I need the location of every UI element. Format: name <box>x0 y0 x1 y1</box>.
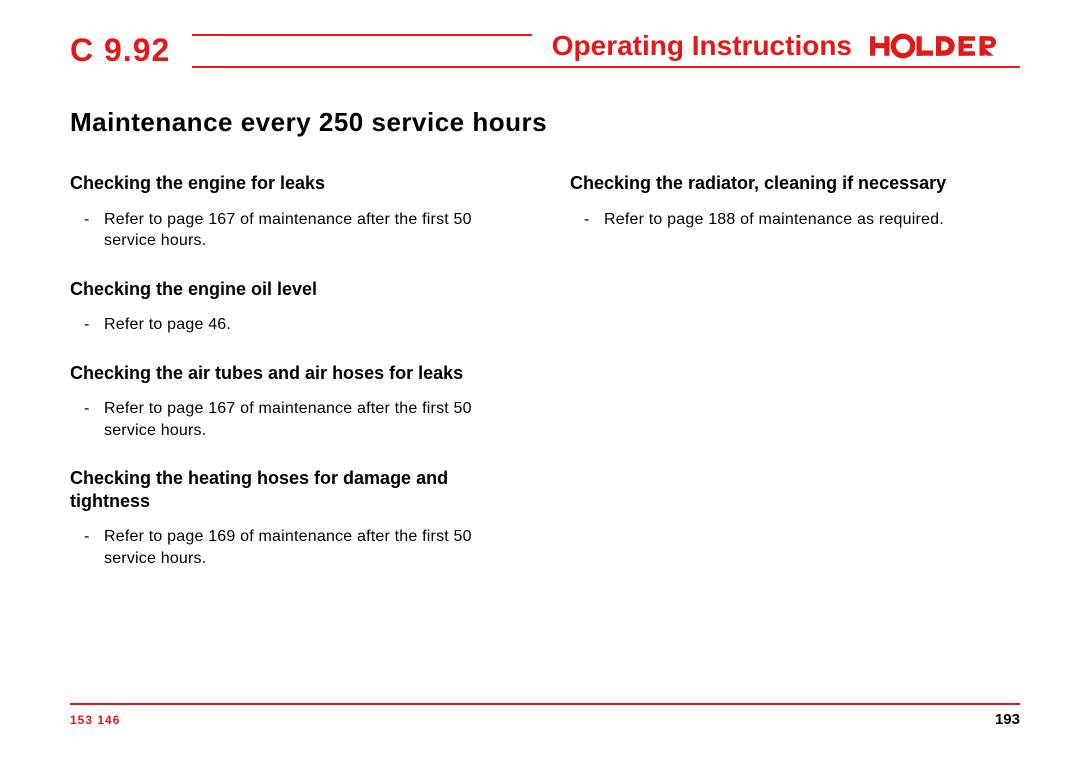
content-section: Checking the radiator, cleaning if neces… <box>570 172 1020 230</box>
document-number: 153 146 <box>70 713 120 727</box>
list-item-text: Refer to page 169 of maintenance after t… <box>104 526 520 569</box>
section-heading: Checking the radiator, cleaning if neces… <box>570 172 1020 195</box>
list-item-text: Refer to page 46. <box>104 314 520 336</box>
header-rule-bottom <box>192 66 1020 68</box>
document-title: Operating Instructions <box>552 30 852 62</box>
footer-row: 153 146 193 <box>70 711 1020 728</box>
list-item: -Refer to page 167 of maintenance after … <box>70 209 520 252</box>
bullet-dash-icon: - <box>84 398 104 441</box>
page-footer: 153 146 193 <box>70 703 1020 728</box>
bullet-dash-icon: - <box>84 314 104 336</box>
bullet-dash-icon: - <box>84 526 104 569</box>
bullet-dash-icon: - <box>584 209 604 231</box>
list-item-text: Refer to page 167 of maintenance after t… <box>104 398 520 441</box>
bullet-dash-icon: - <box>84 209 104 252</box>
left-column: Checking the engine for leaks-Refer to p… <box>70 172 520 596</box>
content-section: Checking the heating hoses for damage an… <box>70 467 520 569</box>
section-heading: Checking the engine oil level <box>70 278 520 301</box>
content-section: Checking the engine oil level -Refer to p… <box>70 278 520 336</box>
document-page: C 9.92 Operating Instructions <box>0 0 1080 762</box>
footer-rule <box>70 703 1020 705</box>
page-title: Maintenance every 250 service hours <box>70 107 1020 138</box>
section-heading: Checking the engine for leaks <box>70 172 520 195</box>
header-right: Operating Instructions <box>532 30 1020 62</box>
brand-logo <box>870 32 1020 60</box>
list-item: -Refer to page 169 of maintenance after … <box>70 526 520 569</box>
section-heading: Checking the heating hoses for damage an… <box>70 467 520 512</box>
page-number: 193 <box>995 711 1020 728</box>
page-header: C 9.92 Operating Instructions <box>70 32 1020 69</box>
content-columns: Checking the engine for leaks-Refer to p… <box>70 172 1020 596</box>
list-item: -Refer to page 167 of maintenance after … <box>70 398 520 441</box>
list-item: -Refer to page 46. <box>70 314 520 336</box>
model-number: C 9.92 <box>70 32 170 69</box>
list-item: -Refer to page 188 of maintenance as req… <box>570 209 1020 231</box>
content-section: Checking the engine for leaks -Refer to p… <box>70 172 520 252</box>
section-heading: Checking the air tubes and air hoses for… <box>70 362 520 385</box>
list-item-text: Refer to page 167 of maintenance after t… <box>104 209 520 252</box>
list-item-text: Refer to page 188 of maintenance as requ… <box>604 209 1020 231</box>
header-rule-group: Operating Instructions <box>192 34 1020 68</box>
holder-logo-icon <box>870 32 1020 60</box>
content-section: Checking the air tubes and air hoses for… <box>70 362 520 442</box>
right-column: Checking the radiator, cleaning if neces… <box>570 172 1020 596</box>
